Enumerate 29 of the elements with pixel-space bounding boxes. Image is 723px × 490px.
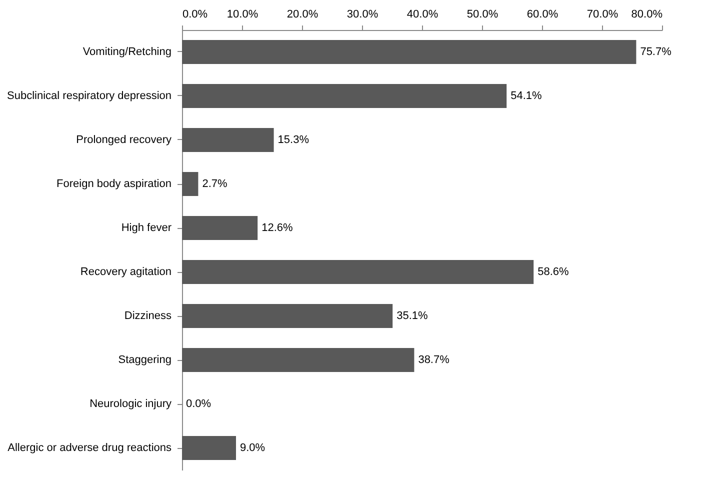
x-tick-label: 80.0%	[631, 8, 663, 20]
data-label: 54.1%	[510, 90, 542, 102]
y-tick-label: Recovery agitation	[80, 266, 172, 278]
y-tick-label: Foreign body aspiration	[56, 178, 172, 190]
data-label: 38.7%	[418, 354, 450, 366]
data-label: 15.3%	[278, 134, 310, 146]
y-tick-label: Allergic or adverse drug reactions	[8, 442, 172, 454]
y-tick-label: Subclinical respiratory depression	[7, 90, 172, 102]
data-label: 9.0%	[240, 442, 266, 454]
x-tick-label: 20.0%	[286, 8, 318, 20]
data-label: 12.6%	[262, 222, 294, 234]
x-tick-label: 0.0%	[182, 8, 208, 20]
data-label: 75.7%	[640, 46, 672, 58]
data-label: 2.7%	[202, 178, 228, 190]
x-tick-label: 30.0%	[346, 8, 378, 20]
x-tick-label: 70.0%	[586, 8, 618, 20]
y-tick-label: Neurologic injury	[90, 398, 172, 410]
data-label: 35.1%	[396, 310, 428, 322]
data-label: 0.0%	[186, 398, 212, 410]
y-tick-label: Staggering	[118, 354, 172, 366]
y-tick-label: High fever	[121, 222, 172, 234]
x-tick-label: 10.0%	[226, 8, 258, 20]
x-tick-label: 40.0%	[406, 8, 438, 20]
x-tick-label: 50.0%	[466, 8, 498, 20]
y-tick-label: Vomiting/Retching	[82, 46, 172, 58]
x-tick-label: 60.0%	[526, 8, 558, 20]
y-tick-label: Prolonged recovery	[76, 134, 172, 146]
data-label: 58.6%	[538, 266, 570, 278]
y-tick-label: Dizziness	[124, 310, 172, 322]
